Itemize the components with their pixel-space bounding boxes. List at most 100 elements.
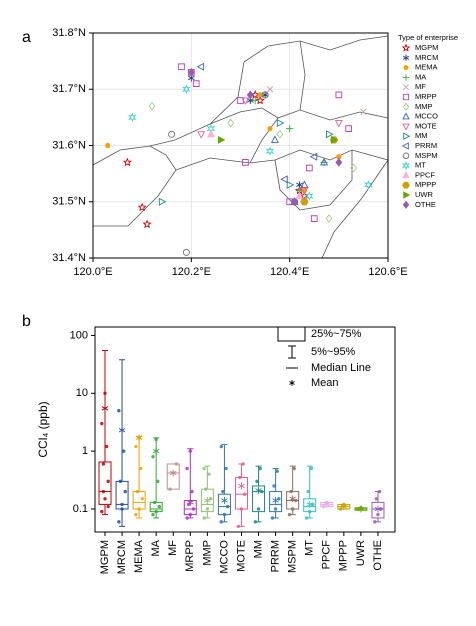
legend-label: MRPP xyxy=(415,92,437,101)
legend-label: Median Line xyxy=(311,362,371,374)
x-tick-label: MT xyxy=(304,540,316,556)
marker xyxy=(217,135,226,144)
data-point xyxy=(168,487,172,491)
box xyxy=(269,491,283,513)
y-tick-label: 31.4°N xyxy=(52,252,86,264)
marker xyxy=(295,191,304,200)
legend-mean xyxy=(289,380,295,386)
legend-marker xyxy=(402,54,410,62)
x-tick-label: MRPP xyxy=(184,540,196,572)
legend-label: 5%~95% xyxy=(311,346,356,358)
data-point xyxy=(185,516,189,520)
data-point xyxy=(120,502,124,507)
data-point xyxy=(224,466,228,471)
marker xyxy=(335,91,343,99)
data-point xyxy=(272,484,276,488)
legend-marker xyxy=(403,84,409,91)
x-tick-label: 120.0°E xyxy=(73,266,112,278)
legend-label: MSPM xyxy=(415,151,438,160)
legend-marker xyxy=(403,191,411,199)
data-point xyxy=(242,492,247,496)
marker xyxy=(122,157,132,167)
x-tick-label: MCCO xyxy=(218,540,230,574)
mean-marker xyxy=(152,447,160,455)
data-point xyxy=(188,449,192,453)
marker xyxy=(142,219,152,229)
marker xyxy=(291,197,299,207)
y-tick-label: 31.8°N xyxy=(52,27,86,39)
data-point xyxy=(289,489,293,494)
data-point xyxy=(304,516,309,520)
legend-label: MF xyxy=(415,82,426,91)
data-point xyxy=(101,462,106,466)
marker xyxy=(227,118,235,128)
legend-marker xyxy=(402,200,410,209)
data-point xyxy=(100,421,104,426)
data-point xyxy=(238,475,242,480)
data-point xyxy=(123,489,127,494)
data-point xyxy=(294,498,298,503)
marker xyxy=(242,159,249,166)
data-point xyxy=(190,489,194,494)
data-point xyxy=(256,507,261,511)
mean-marker xyxy=(101,404,109,412)
data-point xyxy=(273,507,278,511)
data-point xyxy=(103,497,107,501)
plot-frame xyxy=(94,326,396,533)
marker xyxy=(305,191,314,202)
y-tick-label: 31.7°N xyxy=(52,83,86,95)
legend-label: MA xyxy=(415,72,426,81)
data-point xyxy=(377,489,382,494)
data-point xyxy=(222,512,227,517)
x-tick-label: MOTE xyxy=(235,540,247,572)
x-tick-label: MRCM xyxy=(116,540,128,574)
data-point xyxy=(202,516,206,520)
legend-marker xyxy=(402,181,410,189)
legend-marker xyxy=(402,152,410,160)
x-tick-label: 120.4°E xyxy=(270,266,309,278)
mean-marker xyxy=(204,497,211,505)
mean-marker xyxy=(135,434,143,442)
data-point xyxy=(239,507,244,511)
mean-marker xyxy=(118,426,126,434)
boundary xyxy=(92,35,389,166)
marker xyxy=(345,125,352,132)
data-point xyxy=(258,466,262,471)
legend-label: 25%~75% xyxy=(311,328,362,340)
mean-marker xyxy=(289,495,296,503)
mean-marker xyxy=(340,503,348,511)
mean-marker xyxy=(255,486,262,494)
legend-label: Mean xyxy=(311,377,339,389)
y-tick-label: 1 xyxy=(82,445,88,457)
data-point xyxy=(104,444,109,449)
data-point xyxy=(255,479,259,484)
x-tick-label: MM xyxy=(252,540,264,558)
data-point xyxy=(207,472,211,476)
box xyxy=(98,461,112,505)
data-point xyxy=(204,487,208,491)
marker xyxy=(350,163,358,173)
box xyxy=(252,485,266,513)
legend-marker xyxy=(403,65,409,71)
x-tick-label: MSPM xyxy=(287,540,299,573)
marker xyxy=(251,96,259,105)
mean-marker xyxy=(221,497,228,505)
marker xyxy=(306,164,313,172)
x-tick-label: UWR xyxy=(355,540,367,566)
data-point xyxy=(134,512,138,517)
marker xyxy=(128,112,137,123)
data-point xyxy=(118,479,123,484)
data-point xyxy=(103,391,107,395)
marker xyxy=(187,68,195,77)
mean-marker xyxy=(272,497,279,505)
legend-marker xyxy=(402,123,410,131)
data-point xyxy=(277,497,281,501)
legend-marker xyxy=(402,112,410,120)
marker xyxy=(280,175,288,184)
boundary xyxy=(175,149,389,171)
legend-marker xyxy=(401,43,411,52)
marker xyxy=(137,202,147,212)
box xyxy=(166,463,180,490)
marker xyxy=(276,129,284,139)
data-point xyxy=(270,516,275,520)
